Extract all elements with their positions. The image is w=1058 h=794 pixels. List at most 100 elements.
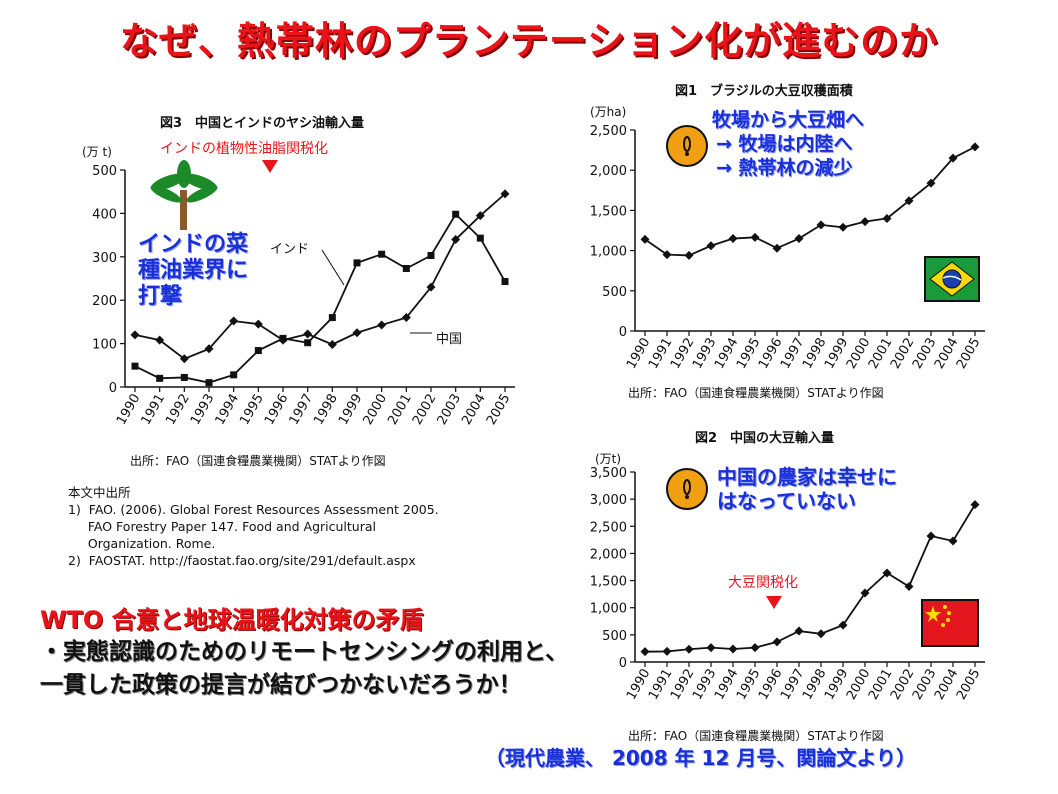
y-tick-label: 2,000 (590, 164, 627, 179)
data-point (772, 243, 782, 253)
data-point (838, 620, 848, 630)
data-point (640, 234, 650, 244)
series-line (134, 212, 506, 384)
data-point (130, 330, 140, 340)
data-point (476, 234, 484, 242)
soybean-icon (666, 125, 708, 167)
chart3-plot: 0 100 200 300 400 500 199019911992199319941995… (92, 164, 515, 428)
y-tick-label: 0 (109, 381, 117, 396)
chart2-unit: (万t) (595, 452, 622, 466)
chart1-plot: 05001,0001,5002,0002,5001990199119921993… (590, 124, 985, 372)
chart3-unit: (万 t) (82, 145, 112, 159)
data-point (180, 373, 188, 381)
data-point (427, 251, 435, 259)
data-point (794, 626, 804, 636)
y-tick-label: 3,000 (590, 493, 627, 508)
reference-item: 2) FAOSTAT. http://faostat.fao.org/site/… (68, 553, 416, 568)
data-point (706, 241, 716, 251)
data-point (684, 250, 694, 260)
data-point (970, 500, 980, 510)
x-tick-label: 2005 (954, 667, 984, 703)
y-tick-label: 0 (619, 656, 627, 671)
chart3-title: 図3 中国とインドのヤシ油輸入量 (160, 116, 365, 131)
x-tick-label: 2003 (435, 392, 465, 428)
data-point (501, 278, 509, 286)
soy-tariff-label: 大豆関税化 (728, 575, 798, 591)
data-point (304, 339, 312, 347)
chart3-source: 出所：FAO（国連食糧農業機関）STATより作図 (130, 454, 386, 468)
brazil-flag-icon (924, 256, 980, 302)
x-tick-label: 1999 (336, 392, 366, 428)
reference-item: FAO Forestry Paper 147. Food and Agricul… (68, 519, 377, 534)
data-point (131, 362, 139, 370)
data-point (860, 217, 870, 227)
data-point (401, 313, 411, 323)
references: 本文中出所 1) FAO. (2006). Global Forest Reso… (68, 484, 439, 569)
palm-tree-icon (150, 160, 218, 230)
india-impact-line: 打撃 (138, 284, 183, 309)
y-tick-label: 2,500 (590, 124, 627, 139)
data-point (353, 259, 361, 267)
x-tick-label: 2005 (954, 336, 984, 372)
chart1-unit: (万ha) (590, 105, 627, 119)
soy-tariff-marker (766, 596, 782, 609)
wto-heading: WTO 合意と地球温暖化対策の矛盾 (40, 606, 424, 634)
data-point (179, 354, 189, 364)
wto-body: ・実態認識のためのリモートセンシングの利用と、一貫した政策の提言が結びつかないだ… (40, 639, 569, 698)
chart2-title: 図2 中国の大豆輸入量 (695, 431, 835, 446)
y-tick-label: 500 (602, 285, 627, 300)
reference-item: 1) FAO. (2006). Global Forest Resources … (68, 502, 439, 517)
y-tick-label: 1,500 (590, 204, 627, 219)
data-point (378, 250, 386, 258)
data-point (426, 282, 436, 292)
series-line (134, 193, 506, 360)
data-point (926, 178, 936, 188)
data-point (882, 568, 892, 578)
data-point (402, 265, 410, 273)
y-tick-label: 100 (92, 338, 117, 353)
data-point (750, 643, 760, 653)
references-heading: 本文中出所 (68, 485, 131, 500)
soybean-icon (666, 468, 708, 510)
x-tick-label: 1995 (237, 392, 267, 428)
y-tick-label: 0 (619, 325, 627, 340)
chart2-source: 出所：FAO（国連食糧農業機関）STATより作図 (628, 729, 884, 743)
x-tick-label: 2000 (361, 392, 391, 428)
y-tick-label: 2,500 (590, 520, 627, 535)
data-point (706, 643, 716, 653)
data-point (156, 374, 164, 382)
data-point (662, 250, 672, 260)
india-impact-line: 種油業界に (138, 258, 249, 283)
y-tick-label: 400 (92, 207, 117, 222)
x-tick-label: 1996 (262, 392, 292, 428)
x-tick-label: 1990 (114, 392, 144, 428)
data-point (662, 646, 672, 656)
y-tick-label: 500 (602, 629, 627, 644)
data-point (303, 329, 313, 339)
india-impact-note: インドの菜 種油業界に 打撃 (138, 232, 248, 310)
data-point (253, 319, 263, 329)
data-point (640, 647, 650, 657)
china-flag-icon (921, 599, 979, 647)
data-point (500, 189, 510, 199)
series-line (644, 146, 976, 257)
data-point (794, 234, 804, 244)
series-label-china: 中国 (436, 332, 463, 347)
data-point (816, 220, 826, 230)
citation: （現代農業、 2008 年 12 月号、関論文より） (485, 746, 916, 770)
data-point (860, 588, 870, 598)
india-leader-line (321, 249, 345, 286)
x-tick-label: 1991 (139, 392, 169, 428)
x-tick-label: 2002 (410, 392, 440, 428)
data-point (452, 210, 460, 218)
china-note: 中国の農家は幸せに はなっていない (717, 465, 897, 513)
y-tick-label: 1,000 (590, 602, 627, 617)
data-point (205, 379, 213, 387)
india-tariff-marker (262, 160, 278, 173)
x-tick-label: 1993 (188, 392, 218, 428)
brazil-note: 牧場から大豆畑へ → 牧場は内陸へ → 熱帯林の減少 (712, 108, 864, 180)
series-line (644, 504, 976, 653)
brazil-note-line: → 熱帯林の減少 (716, 157, 853, 179)
china-note-line: はなっていない (717, 489, 856, 513)
data-point (728, 234, 738, 244)
